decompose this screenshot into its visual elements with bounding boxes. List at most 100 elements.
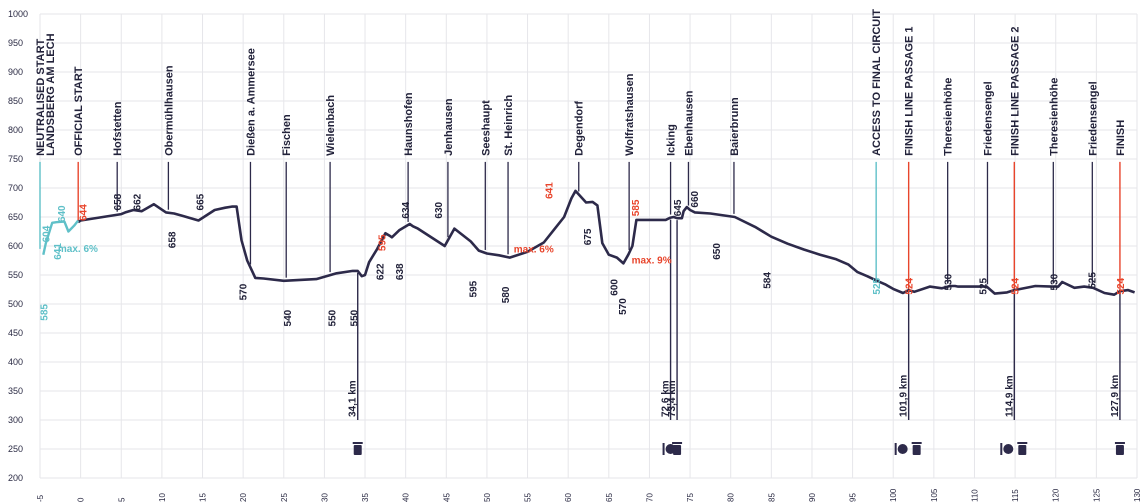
altitude-label: 525 — [979, 277, 990, 294]
km-label: 34,1 km — [348, 380, 359, 417]
town-label: St. Heinrich — [503, 94, 515, 155]
special-label: FINISH — [1115, 120, 1127, 156]
altitude-label: 525 — [1087, 272, 1098, 289]
gradient-note: max. 6% — [514, 244, 554, 255]
town-label: Theresienhöhe — [1048, 78, 1060, 156]
altitude-label: 525 — [872, 277, 883, 294]
x-tick-label: 45 — [442, 493, 451, 502]
feed-zone-icon — [1003, 444, 1014, 454]
altitude-label: 645 — [673, 199, 684, 216]
town-label: Haunshofen — [403, 92, 415, 156]
town-label: Friedensengel — [982, 81, 994, 156]
x-tick-label: 90 — [808, 493, 817, 502]
x-tick-label: 35 — [361, 493, 370, 502]
gradient-note: max. 9% — [632, 255, 672, 266]
y-tick-label: 600 — [8, 241, 23, 251]
altitude-label: 604 — [42, 225, 53, 242]
bin-lid-icon — [1017, 442, 1028, 444]
altitude-label: 675 — [583, 228, 594, 245]
town-label: Dießen a. Ammersee — [245, 48, 257, 156]
altitude-label: 524 — [1116, 277, 1127, 294]
town-label: Wolfratshausen — [624, 73, 636, 156]
special-label: OFFICIAL START — [73, 66, 85, 156]
km-label: 73,4 km — [667, 380, 678, 417]
x-tick-label: 0 — [77, 497, 86, 502]
x-tick-label: 125 — [1092, 488, 1101, 502]
km-markers — [357, 219, 1121, 420]
profile-lines — [42, 189, 1136, 296]
special-label: FINISH LINE PASSAGE 1 — [904, 27, 916, 156]
x-tick-label: 120 — [1052, 488, 1061, 502]
x-tick-label: 110 — [970, 489, 979, 502]
altitude-label: 660 — [690, 190, 701, 207]
altitude-label: 650 — [712, 243, 723, 260]
town-label: Seeshaupt — [480, 100, 492, 156]
altitude-label: 524 — [1010, 277, 1021, 294]
fork-icon — [662, 443, 665, 455]
altitude-label: 662 — [133, 193, 144, 210]
x-tick-label: 85 — [767, 493, 776, 502]
y-tick-label: 700 — [8, 183, 23, 193]
bin-icon — [1115, 445, 1124, 455]
altitude-label: 570 — [238, 283, 249, 300]
altitude-label: 524 — [905, 277, 916, 294]
altitude-label: 595 — [468, 280, 479, 297]
gridlines — [39, 13, 1138, 479]
y-tick-label: 300 — [8, 415, 23, 425]
x-tick-label: 5 — [117, 497, 126, 502]
x-tick-label: 130 — [1133, 488, 1141, 502]
y-tick-label: 900 — [8, 67, 23, 77]
x-tick-label: 10 — [158, 493, 167, 502]
x-tick-label: 20 — [239, 493, 248, 502]
altitude-label: 665 — [195, 193, 206, 210]
town-markers — [39, 161, 1121, 292]
altitude-label: 622 — [376, 263, 387, 280]
y-tick-label: 500 — [8, 299, 23, 309]
altitude-label: 630 — [434, 201, 445, 218]
x-tick-label: 80 — [727, 493, 736, 502]
axes: 2002503003504004505005506006507007508008… — [8, 9, 1141, 502]
y-tick-label: 450 — [8, 328, 23, 338]
feed-zone-icon — [665, 444, 676, 454]
km-label: 72,6 km — [661, 380, 672, 417]
special-label: NEUTRALISED START — [35, 38, 47, 155]
town-label: Jenhausen — [443, 98, 455, 156]
x-tick-label: 105 — [930, 488, 939, 502]
y-tick-label: 250 — [8, 444, 23, 454]
x-tick-label: 60 — [564, 493, 573, 502]
y-tick-label: 550 — [8, 270, 23, 280]
x-tick-label: -5 — [36, 494, 45, 502]
bin-icon — [912, 445, 921, 455]
altitude-label: 658 — [113, 193, 124, 210]
town-label: Icking — [666, 124, 678, 156]
town-label: Wielenbach — [325, 95, 337, 156]
race-profile-line — [77, 189, 1136, 296]
feed-zone-icon — [897, 444, 908, 454]
y-tick-label: 350 — [8, 386, 23, 396]
x-tick-label: 70 — [645, 493, 654, 502]
bin-icon — [1018, 445, 1027, 455]
bin-icon — [353, 445, 362, 455]
altitude-label: 585 — [631, 199, 642, 216]
altitude-label: 550 — [350, 309, 361, 326]
y-tick-label: 1000 — [8, 9, 28, 19]
bin-lid-icon — [352, 442, 363, 444]
special-label: ACCESS TO FINAL CIRCUIT — [871, 9, 883, 156]
x-tick-label: 15 — [199, 493, 208, 502]
special-label: LANDSBERG AM LECH — [45, 33, 57, 155]
town-label: Baierbrunn — [729, 97, 741, 156]
town-label: Fischen — [281, 114, 293, 156]
town-label: Degendorf — [574, 101, 586, 156]
km-label: 114,9 km — [1004, 375, 1015, 417]
altitude-label: 570 — [618, 298, 629, 315]
x-tick-label: 25 — [280, 493, 289, 502]
town-label: Theresienhöhe — [943, 78, 955, 156]
altitude-label: 638 — [395, 263, 406, 280]
x-tick-label: 115 — [1011, 489, 1020, 502]
x-tick-label: 50 — [483, 493, 492, 502]
x-tick-label: 40 — [402, 493, 411, 502]
altitude-label: 641 — [53, 243, 64, 260]
special-label: FINISH LINE PASSAGE 2 — [1009, 27, 1021, 156]
bin-lid-icon — [1114, 442, 1125, 444]
